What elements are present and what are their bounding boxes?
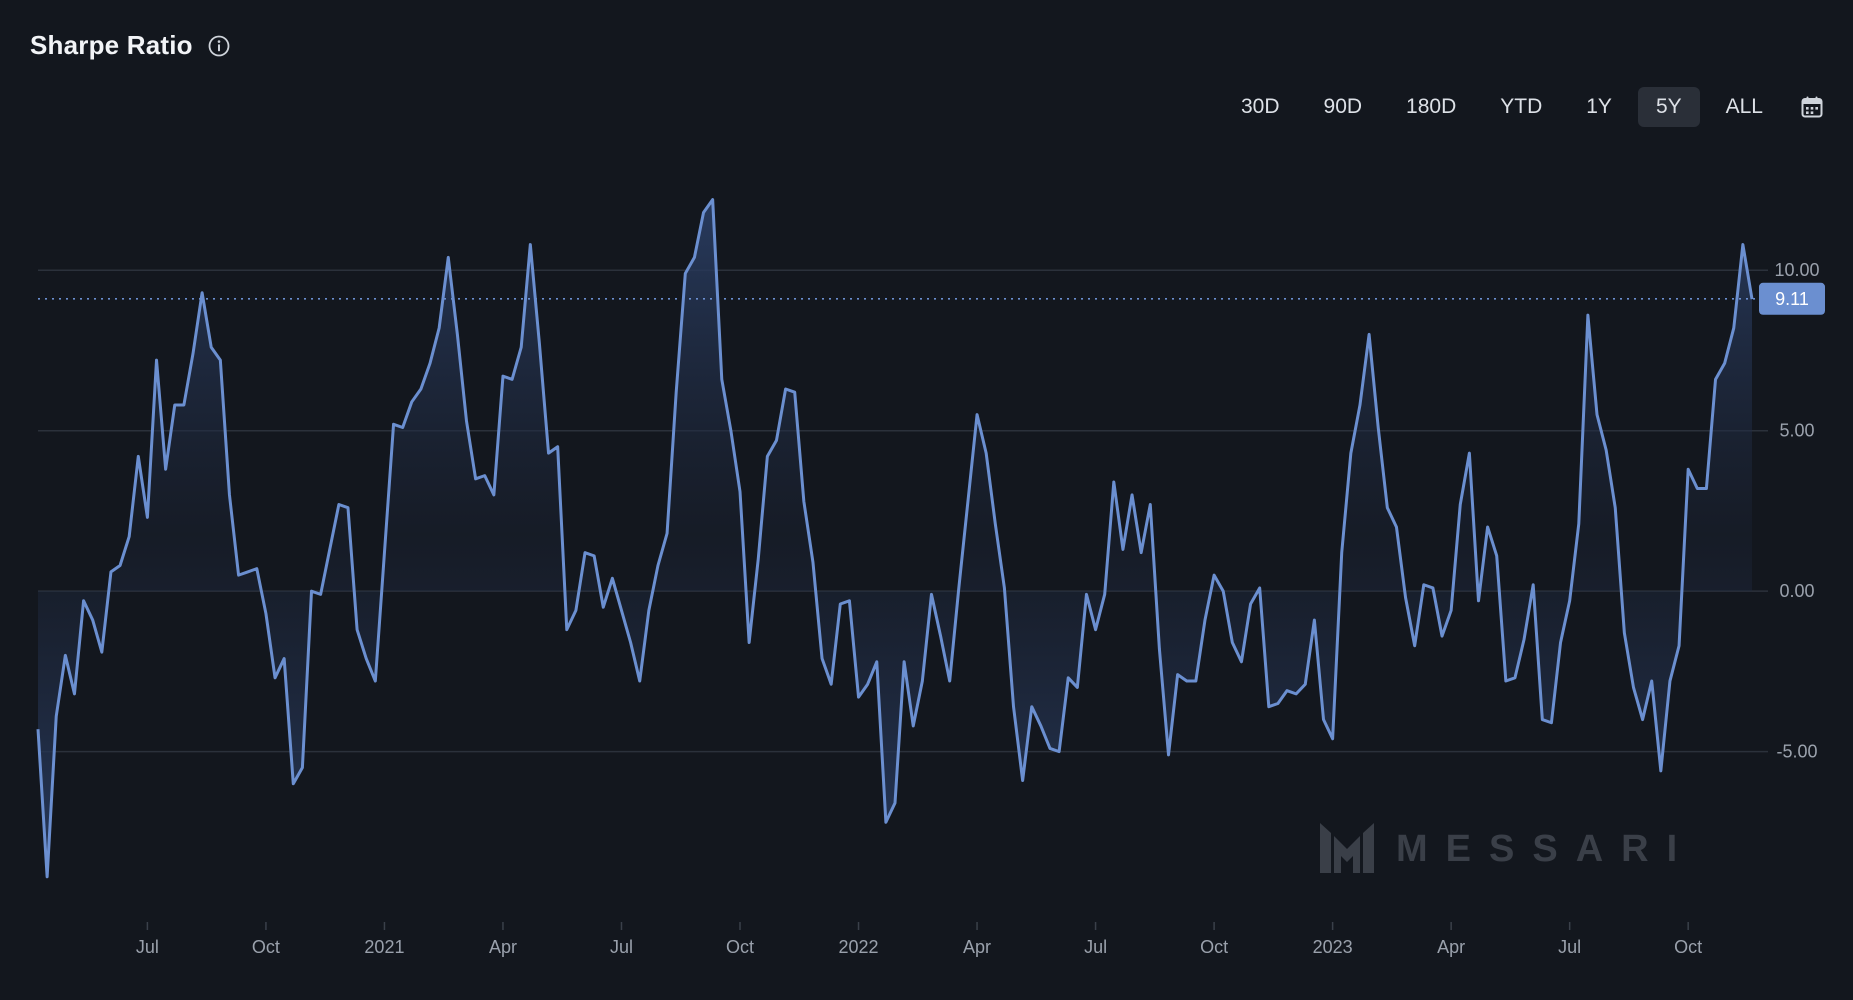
- x-tick-label: Apr: [963, 937, 991, 957]
- watermark-text: MESSARI: [1396, 828, 1695, 870]
- range-button-90d[interactable]: 90D: [1323, 95, 1363, 118]
- info-icon[interactable]: [207, 34, 231, 58]
- time-range-selector: 30D 90D 180D YTD 1Y 5Y ALL: [1223, 87, 1825, 127]
- messari-watermark: MESSARI: [1320, 823, 1695, 873]
- x-tick-label: Jul: [1558, 937, 1581, 957]
- x-tick-label: Apr: [1437, 937, 1465, 957]
- range-button-1y[interactable]: 1Y: [1586, 95, 1612, 118]
- sharpe-series-line[interactable]: [36, 198, 1754, 879]
- current-value-badge-bg: [1759, 282, 1825, 315]
- x-axis: Jul Oct 2021 Apr Jul Oct 2022 Apr Jul Oct 2023 Apr J…: [136, 922, 1702, 957]
- chart-title: Sharpe Ratio: [30, 30, 193, 60]
- x-tick-label: Apr: [489, 937, 517, 957]
- range-button-all[interactable]: ALL: [1725, 95, 1763, 118]
- y-tick-label: 5.00: [1779, 421, 1814, 441]
- chart-header: Sharpe Ratio: [30, 30, 231, 61]
- y-tick-label: 10.00: [1774, 260, 1819, 280]
- x-tick-label: 2021: [364, 937, 404, 957]
- y-tick-label: 0.00: [1779, 581, 1814, 601]
- y-tick-label: -5.00: [1776, 742, 1817, 762]
- x-tick-label: Oct: [252, 937, 280, 957]
- x-tick-label: 2022: [839, 937, 879, 957]
- calendar-icon[interactable]: [1799, 94, 1825, 120]
- x-tick-label: 2023: [1313, 937, 1353, 957]
- messari-logo-icon: [1320, 823, 1374, 873]
- x-tick-label: Oct: [726, 937, 754, 957]
- x-tick-label: Oct: [1200, 937, 1228, 957]
- range-button-ytd[interactable]: YTD: [1500, 95, 1543, 118]
- x-tick-label: Jul: [136, 937, 159, 957]
- y-axis-labels: 10.00 5.00 0.00 -5.00: [1774, 260, 1819, 761]
- x-tick-label: Jul: [610, 937, 633, 957]
- range-button-5y[interactable]: 5Y: [1637, 87, 1700, 127]
- x-tick-label: Jul: [1084, 937, 1107, 957]
- current-value-label: 9.11: [1775, 289, 1809, 309]
- range-button-180d[interactable]: 180D: [1406, 95, 1457, 118]
- x-tick-label: Oct: [1674, 937, 1702, 957]
- current-value-badge: 9.11: [1759, 282, 1825, 315]
- sharpe-area-fill: [38, 199, 1752, 877]
- range-button-30d[interactable]: 30D: [1240, 95, 1280, 118]
